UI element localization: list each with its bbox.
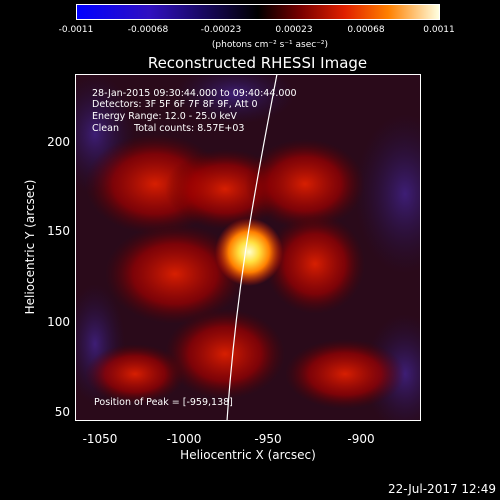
y-axis-label: Heliocentric Y (arcsec) xyxy=(23,179,37,315)
x-axis-label: Heliocentric X (arcsec) xyxy=(180,448,316,462)
colorbar xyxy=(76,4,440,20)
info-detectors: Detectors: 3F 5F 6F 7F 8F 9F, Att 0 xyxy=(92,99,258,110)
colorbar-unit: (photons cm⁻² s⁻¹ asec⁻²) xyxy=(211,40,329,50)
y-tick: 200 xyxy=(47,135,70,149)
colorbar-tick: -0.0011 xyxy=(58,25,94,35)
peak-position: Position of Peak = [-959,138] xyxy=(94,397,233,408)
y-tick: 150 xyxy=(47,224,70,238)
image-title: Reconstructed RHESSI Image xyxy=(147,54,368,72)
colorbar-tick: 0.00068 xyxy=(347,25,385,35)
colorbar-tick: -0.00068 xyxy=(127,25,169,35)
rhessi-image xyxy=(75,74,421,421)
info-energy: Energy Range: 12.0 - 25.0 keV xyxy=(92,111,237,122)
y-tick: 50 xyxy=(54,405,70,419)
x-tick: -1050 xyxy=(82,432,118,446)
info-time: 28-Jan-2015 09:30:44.000 to 09:40:44.000 xyxy=(92,88,297,99)
info-clean: Clean Total counts: 8.57E+03 xyxy=(92,123,245,134)
y-tick: 100 xyxy=(47,315,70,329)
x-tick: -1000 xyxy=(166,432,202,446)
x-tick: -900 xyxy=(347,432,375,446)
colorbar-tick: 0.0011 xyxy=(423,25,455,35)
timestamp: 22-Jul-2017 12:49 xyxy=(387,482,496,496)
colorbar-tick: 0.00023 xyxy=(275,25,313,35)
colorbar-tick: -0.00023 xyxy=(200,25,242,35)
x-tick: -950 xyxy=(254,432,282,446)
